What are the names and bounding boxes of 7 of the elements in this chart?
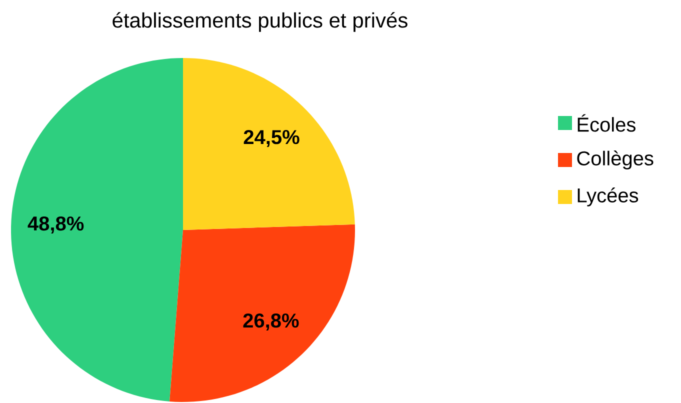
legend-label: Lycées <box>578 188 638 206</box>
data-label: 26,8% <box>243 313 299 331</box>
legend-label: Collèges <box>577 150 654 170</box>
legend-label: Écoles <box>578 114 636 132</box>
chart-title: établissements publics et privés <box>112 12 408 32</box>
data-label: 48,8% <box>28 216 84 234</box>
data-label: 24,5% <box>244 130 300 148</box>
